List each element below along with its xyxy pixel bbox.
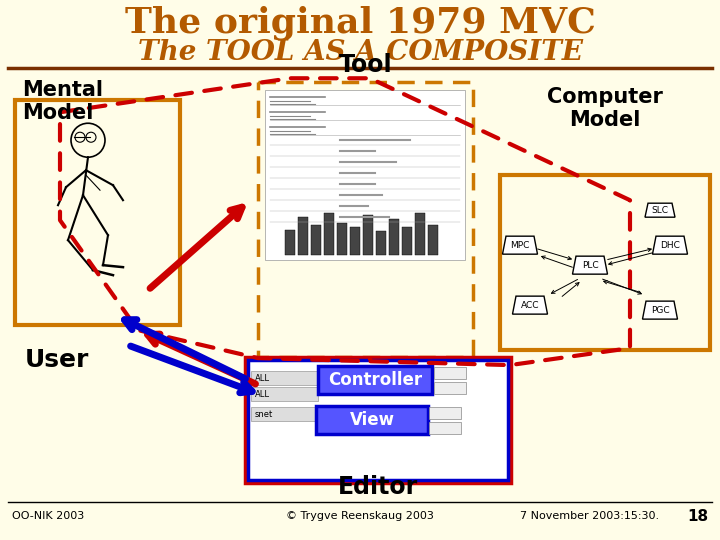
Text: The TOOL AS A COMPOSITE: The TOOL AS A COMPOSITE	[138, 39, 582, 66]
FancyBboxPatch shape	[311, 225, 321, 255]
FancyBboxPatch shape	[318, 366, 432, 394]
Text: MPC: MPC	[510, 241, 530, 249]
FancyBboxPatch shape	[251, 387, 318, 401]
Text: 7 November 2003:15:30.: 7 November 2003:15:30.	[520, 511, 659, 521]
Polygon shape	[642, 301, 678, 319]
Text: The original 1979 MVC: The original 1979 MVC	[125, 5, 595, 39]
FancyBboxPatch shape	[324, 213, 334, 255]
FancyBboxPatch shape	[350, 227, 360, 255]
FancyBboxPatch shape	[298, 217, 308, 255]
FancyBboxPatch shape	[316, 406, 428, 434]
FancyBboxPatch shape	[285, 230, 295, 255]
Text: Computer
Model: Computer Model	[547, 87, 663, 130]
Text: Editor: Editor	[338, 475, 418, 499]
FancyBboxPatch shape	[265, 90, 465, 260]
Text: PLC: PLC	[582, 261, 598, 269]
Text: DHC: DHC	[660, 241, 680, 249]
Polygon shape	[572, 256, 608, 274]
FancyBboxPatch shape	[402, 227, 412, 255]
Text: OO-NIK 2003: OO-NIK 2003	[12, 511, 84, 521]
FancyBboxPatch shape	[248, 360, 508, 480]
Text: User: User	[25, 348, 89, 372]
Polygon shape	[645, 203, 675, 217]
FancyBboxPatch shape	[337, 223, 347, 255]
FancyBboxPatch shape	[389, 219, 399, 255]
FancyBboxPatch shape	[429, 407, 461, 419]
Polygon shape	[513, 296, 547, 314]
Text: snet: snet	[255, 409, 274, 418]
FancyBboxPatch shape	[415, 213, 425, 255]
Text: View: View	[349, 411, 395, 429]
FancyBboxPatch shape	[429, 422, 461, 434]
Text: PGC: PGC	[651, 306, 670, 315]
FancyBboxPatch shape	[251, 407, 318, 421]
FancyBboxPatch shape	[428, 225, 438, 255]
Text: © Trygve Reenskaug 2003: © Trygve Reenskaug 2003	[286, 511, 434, 521]
FancyBboxPatch shape	[251, 371, 318, 385]
Text: 18: 18	[687, 509, 708, 523]
Polygon shape	[652, 236, 688, 254]
Text: ACC: ACC	[521, 301, 539, 309]
FancyBboxPatch shape	[434, 367, 466, 379]
Text: ALL: ALL	[255, 374, 270, 383]
Text: Mental
Model: Mental Model	[22, 80, 103, 124]
Polygon shape	[503, 236, 538, 254]
Text: SLC: SLC	[652, 206, 668, 215]
Text: Tool: Tool	[338, 53, 392, 77]
Text: ALL: ALL	[255, 389, 270, 399]
FancyBboxPatch shape	[376, 231, 386, 255]
FancyBboxPatch shape	[363, 215, 373, 255]
FancyBboxPatch shape	[434, 382, 466, 394]
Text: Controller: Controller	[328, 371, 422, 389]
